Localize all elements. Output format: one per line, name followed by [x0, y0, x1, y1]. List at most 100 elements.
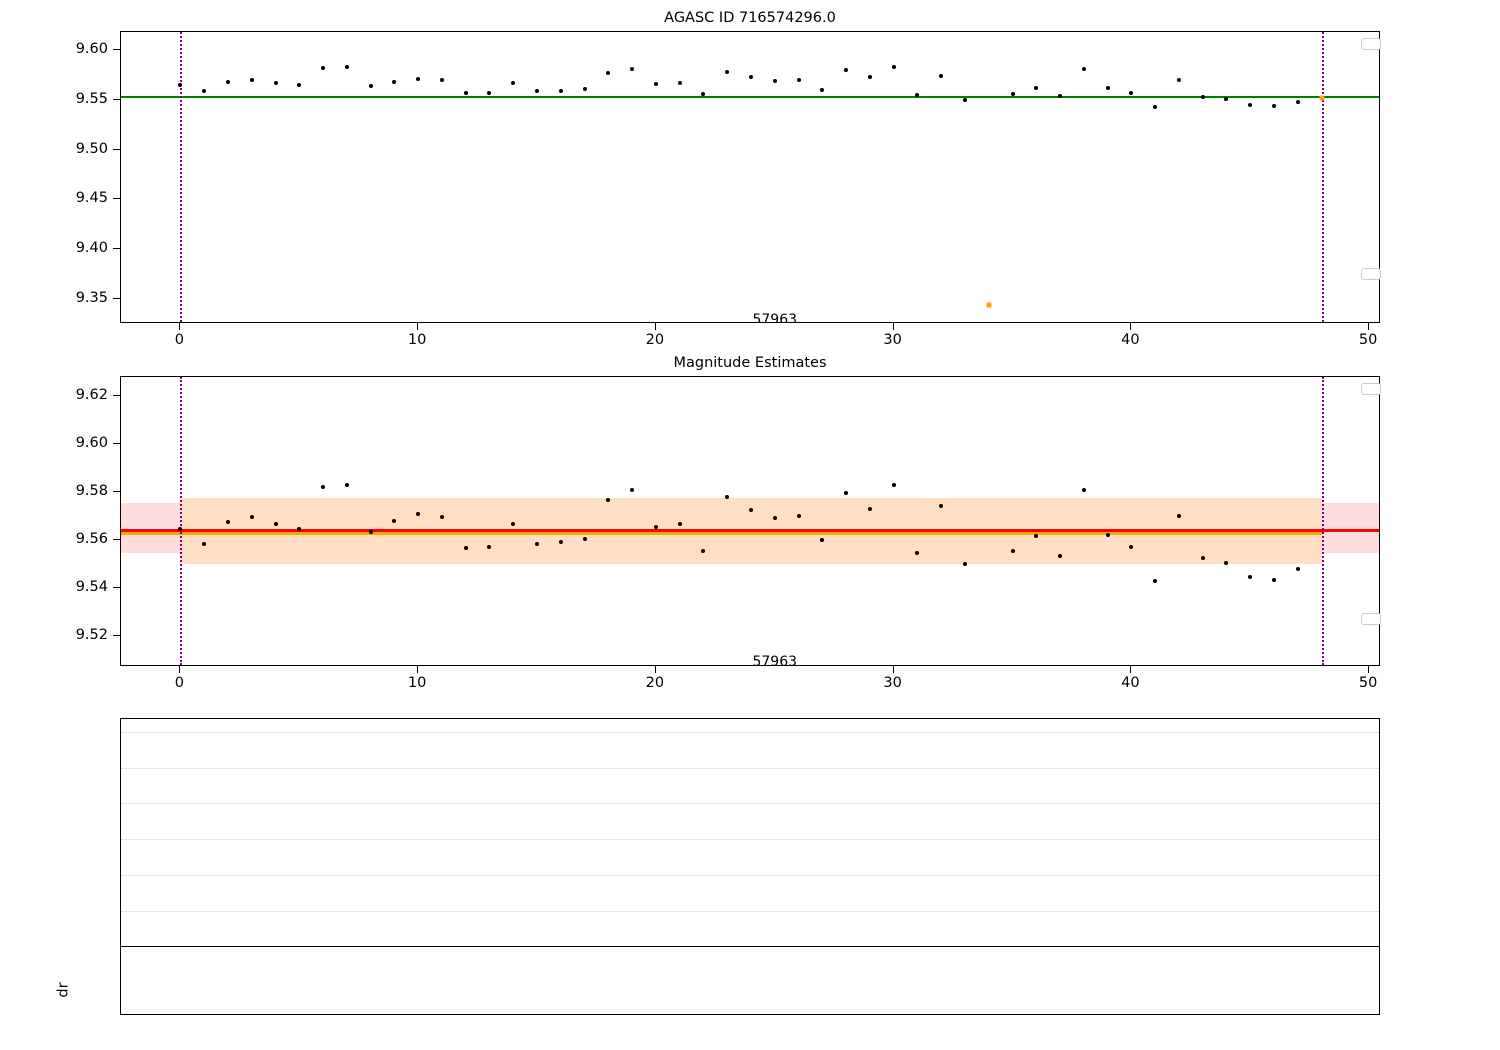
data-point-ok: [867, 506, 872, 511]
data-point-ok: [844, 68, 849, 73]
data-point-ok: [1248, 103, 1253, 108]
data-point-ok: [1105, 533, 1110, 538]
data-point-ok: [1272, 577, 1277, 582]
data-point-ok: [558, 88, 563, 93]
panel1-plot-area: 57963: [121, 32, 1379, 322]
data-point-highlighted: [986, 302, 992, 308]
panel1-xtick-label: 0: [174, 332, 185, 348]
data-point-ok: [178, 527, 183, 532]
data-point-ok: [1176, 77, 1181, 82]
data-point-ok: [677, 522, 682, 527]
data-point-ok: [416, 76, 421, 81]
line-mag_OBSID: [121, 531, 1322, 535]
data-point-ok: [701, 548, 706, 553]
data-point-ok: [1010, 548, 1015, 553]
panel1-ytick: [113, 298, 120, 300]
panel2-ytick-label: 9.54: [75, 578, 108, 595]
data-point-ok: [416, 511, 421, 516]
dr-axis-label: dr: [55, 982, 72, 998]
data-point-ok: [677, 81, 682, 86]
line-mag: [121, 529, 1379, 533]
data-point-ok: [1034, 534, 1039, 539]
data-point-ok: [249, 78, 254, 83]
panel1-legend-points[interactable]: [1361, 268, 1381, 280]
panel1-ytick: [113, 98, 120, 100]
data-point-ok: [1034, 86, 1039, 91]
panel2-xtick: [179, 666, 181, 673]
data-point-ok: [558, 540, 563, 545]
panel1-xtick-label: 40: [1121, 332, 1140, 348]
panel3-axes: [120, 718, 1380, 1015]
data-point-ok: [368, 529, 373, 534]
flag-gridline-5: [121, 910, 1379, 912]
panel2-ytick-label: 9.52: [75, 626, 108, 643]
panel1-xtick-label: 30: [883, 332, 902, 348]
data-point-ok: [439, 78, 444, 83]
flag-gridline-2: [121, 803, 1379, 805]
panel1-axes: 57963: [120, 31, 1380, 323]
obsid-label: 57963: [752, 312, 798, 323]
data-point-highlighted: [1319, 95, 1325, 101]
flag-gridline-0: [121, 732, 1379, 733]
panel1-ytick: [113, 148, 120, 150]
data-point-ok: [606, 71, 611, 76]
data-point-ok: [772, 78, 777, 83]
data-point-ok: [820, 87, 825, 92]
data-point-ok: [749, 508, 753, 513]
panel2-legend-lines[interactable]: [1361, 383, 1381, 395]
data-point-ok: [1176, 514, 1181, 518]
panel1-xtick: [1130, 323, 1132, 330]
panel1-xtick: [654, 323, 656, 330]
panel2-xtick-label: 0: [174, 675, 185, 691]
panel2-xtick: [1130, 666, 1132, 673]
panel1-xtick-label: 10: [407, 332, 427, 348]
obsid-label: 57963: [752, 653, 798, 666]
panel1-ytick-label: 9.35: [75, 290, 108, 307]
panel2-ytick: [113, 443, 120, 445]
panel1-legend-lines[interactable]: [1361, 38, 1381, 50]
flag-gridline-3: [121, 839, 1379, 841]
data-point-ok: [749, 75, 753, 80]
data-point-ok: [202, 541, 207, 546]
data-point-ok: [1295, 566, 1300, 571]
panel2-ytick-label: 9.60: [75, 435, 108, 452]
data-point-ok: [891, 482, 896, 487]
data-point-ok: [202, 89, 207, 94]
data-point-ok: [1129, 90, 1134, 95]
data-point-ok: [1010, 92, 1015, 97]
panel1-ytick: [113, 198, 120, 200]
data-point-ok: [891, 64, 896, 69]
data-point-ok: [653, 82, 658, 87]
panel2-title: Magnitude Estimates: [673, 355, 827, 371]
panel2-xtick-label: 50: [1358, 675, 1378, 691]
panel1-title: AGASC ID 716574296.0: [664, 10, 836, 26]
obsid-divider-0: [180, 377, 183, 665]
data-point-ok: [321, 485, 326, 490]
data-point-ok: [344, 64, 349, 69]
panel2-axes: 57963: [120, 376, 1380, 666]
data-point-ok: [1081, 487, 1086, 492]
panel2-ytick-label: 9.56: [75, 530, 108, 547]
data-point-ok: [1200, 95, 1205, 100]
panel1-ytick-label: 9.40: [75, 240, 108, 257]
data-point-ok: [1295, 99, 1300, 104]
panel1-xtick-label: 50: [1358, 332, 1378, 348]
data-point-ok: [1224, 560, 1229, 565]
data-point-ok: [701, 92, 706, 97]
data-point-ok: [582, 536, 587, 541]
data-point-ok: [725, 494, 730, 499]
data-point-ok: [1105, 85, 1110, 90]
data-point-ok: [606, 498, 611, 503]
panel2-legend-points[interactable]: [1361, 613, 1381, 625]
data-point-ok: [1200, 555, 1205, 560]
data-point-ok: [867, 74, 872, 79]
data-point-ok: [630, 487, 635, 492]
data-point-ok: [463, 546, 468, 551]
data-point-ok: [344, 482, 349, 487]
data-point-ok: [1224, 97, 1229, 102]
data-point-ok: [962, 97, 967, 102]
panel2-plot-area: 57963: [121, 377, 1379, 665]
flag-gridline-4: [121, 874, 1379, 876]
panel2-ytick: [113, 491, 120, 493]
data-point-ok: [321, 65, 326, 70]
